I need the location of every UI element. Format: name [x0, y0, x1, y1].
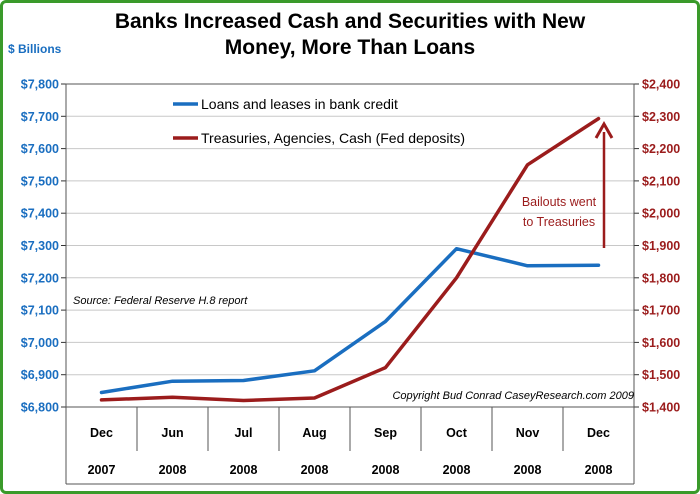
left-axis-tick-label: $7,200: [21, 271, 59, 285]
category-year-label: 2008: [159, 463, 187, 477]
right-axis-tick-label: $1,800: [642, 271, 680, 285]
left-axis-tick-label: $7,700: [21, 110, 59, 124]
category-year-label: 2008: [514, 463, 542, 477]
right-axis-tick-label: $2,100: [642, 174, 680, 188]
left-axis-tick-label: $7,500: [21, 174, 59, 188]
left-axis-tick-label: $6,800: [21, 401, 59, 415]
right-axis-tick-label: $1,600: [642, 336, 680, 350]
left-axis-tick-label: $7,800: [21, 78, 59, 92]
chart-title-line-1: Banks Increased Cash and Securities with…: [115, 10, 586, 33]
category-year-label: 2007: [88, 463, 116, 477]
series-line-treasuries: [99, 116, 601, 403]
bailout-annotation: Bailouts went to Treasuries: [522, 120, 614, 248]
right-axis-tick-label: $1,900: [642, 239, 680, 253]
category-year-label: 2008: [585, 463, 613, 477]
left-axis-tick-label: $7,300: [21, 239, 59, 253]
left-axis-tick-label: $6,900: [21, 368, 59, 382]
annotation-line-2: to Treasuries: [523, 215, 595, 229]
category-month-label: Dec: [90, 426, 113, 440]
category-table: Dec 2007 Jun 2008 Jul 2008 Aug 2008 Sep 2008 Oct 20…: [65, 407, 635, 485]
series-line-loans: [99, 246, 601, 395]
right-axis-tick-label: $2,300: [642, 110, 680, 124]
category-year-label: 2008: [372, 463, 400, 477]
right-axis-tick-label: $1,400: [642, 401, 680, 415]
left-unit-label: $ Billions: [8, 42, 62, 56]
legend: Loans and leases in bank credit Treasuri…: [173, 96, 465, 146]
left-axis-tick-label: $7,000: [21, 336, 59, 350]
legend-label-loans: Loans and leases in bank credit: [201, 96, 398, 112]
category-month-label: Jun: [161, 426, 183, 440]
category-month-label: Nov: [516, 426, 540, 440]
right-axis-tick-label: $2,200: [642, 142, 680, 156]
category-year-label: 2008: [230, 463, 258, 477]
category-month-label: Jul: [234, 426, 252, 440]
category-month-label: Oct: [446, 426, 468, 440]
left-axis-tick-label: $7,100: [21, 304, 59, 318]
category-month-label: Aug: [302, 426, 326, 440]
right-axis-tick-label: $1,700: [642, 304, 680, 318]
source-note: Source: Federal Reserve H.8 report: [73, 295, 248, 307]
chart-title-line-2: Money, More Than Loans: [225, 36, 475, 59]
right-axis-tick-label: $2,000: [642, 207, 680, 221]
category-month-label: Dec: [587, 426, 610, 440]
category-year-label: 2008: [443, 463, 471, 477]
axes: $6,800 $6,900 $7,000 $7,100 $7,200 $7,300 $7,4…: [21, 78, 681, 415]
series: [99, 116, 601, 403]
left-axis-tick-label: $7,600: [21, 142, 59, 156]
right-axis-tick-label: $2,400: [642, 78, 680, 92]
category-month-label: Sep: [374, 426, 397, 440]
copyright-note: Copyright Bud Conrad CaseyResearch.com 2…: [392, 390, 634, 402]
right-axis-tick-label: $1,500: [642, 368, 680, 382]
legend-label-treasuries: Treasuries, Agencies, Cash (Fed deposits…: [201, 130, 465, 146]
left-axis-tick-label: $7,400: [21, 207, 59, 221]
annotation-arrow-head: [594, 120, 614, 139]
plot-area: [66, 84, 634, 407]
annotation-line-1: Bailouts went: [522, 195, 597, 209]
category-year-label: 2008: [301, 463, 329, 477]
